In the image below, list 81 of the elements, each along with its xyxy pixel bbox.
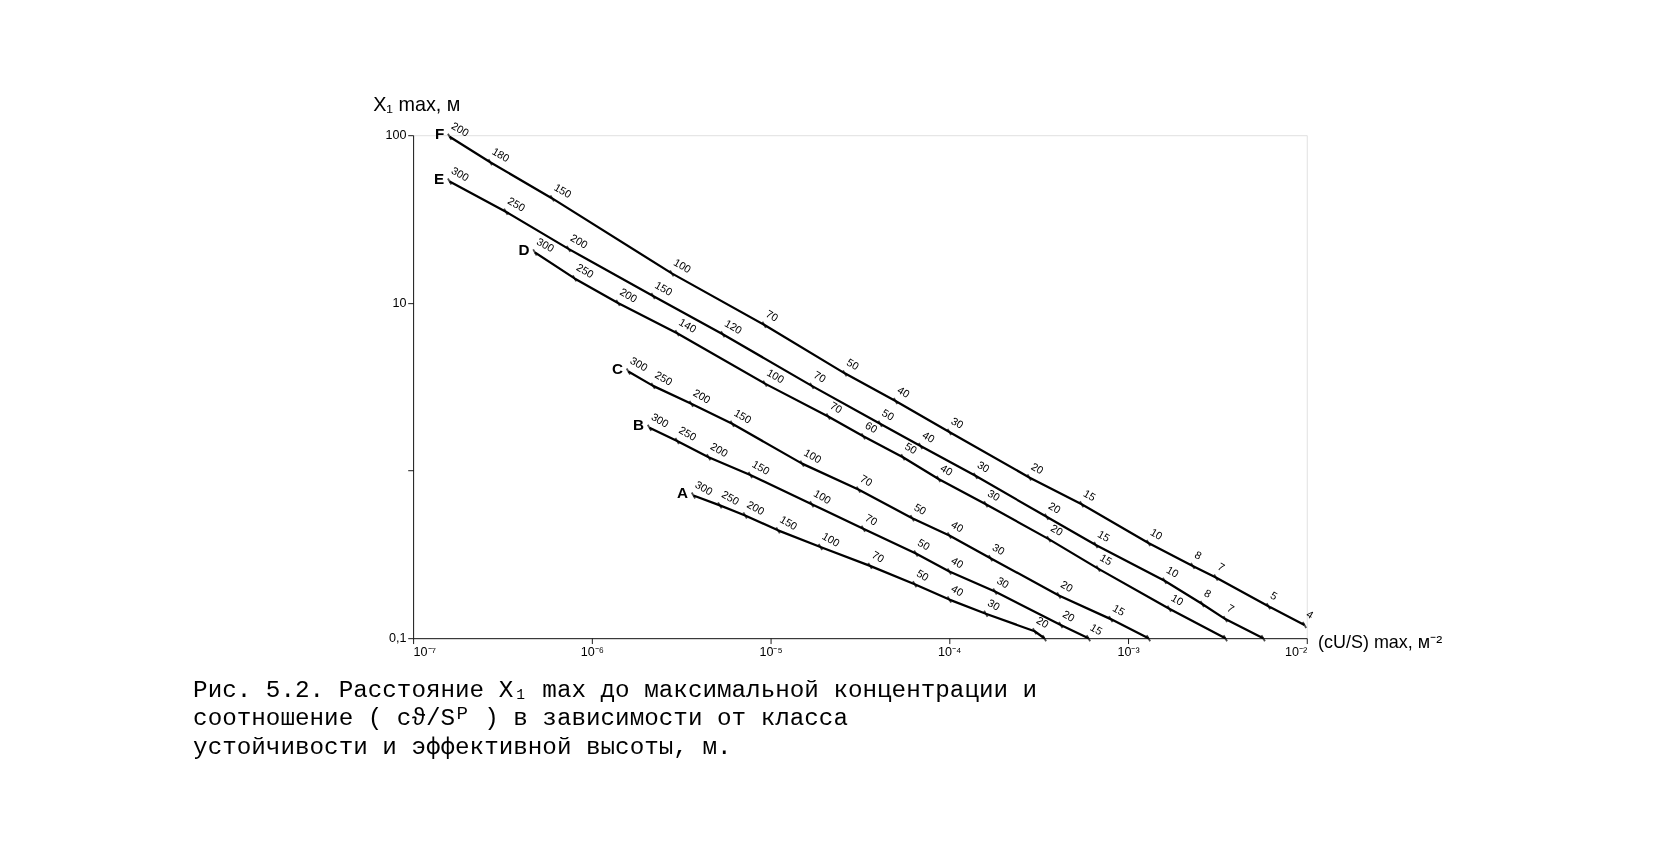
annotation: 200	[691, 386, 713, 406]
annotation: 150	[653, 278, 675, 298]
series-label: B	[633, 416, 645, 434]
annotation: 150	[732, 406, 754, 426]
annotation: 50	[902, 439, 920, 457]
annotation: 10	[1169, 591, 1186, 608]
annotation: 15	[1081, 486, 1098, 504]
annotation: 70	[869, 548, 887, 565]
annotation: 15	[1088, 620, 1105, 638]
annotation: 30	[949, 414, 966, 431]
annotation: 50	[880, 406, 897, 423]
annotation: 10	[1148, 525, 1165, 542]
annotation: 300	[649, 410, 671, 430]
annotation: 100	[820, 529, 842, 549]
annotation: 70	[764, 307, 781, 324]
series-label: E	[434, 170, 445, 188]
annotation: 30	[985, 486, 1003, 504]
text: Рис. 5.2. Расстояние X₁ max до максимальной концентрации и	[193, 676, 1038, 704]
annotation: 4	[1304, 607, 1316, 621]
annotation: 8	[1202, 586, 1214, 600]
annotation: 20	[1058, 577, 1076, 595]
annotation: 200	[745, 497, 767, 518]
annotation: 50	[914, 566, 932, 584]
annotation: 50	[844, 355, 862, 373]
text: устойчивости и эффективной высоты, м.	[193, 734, 732, 762]
annotation: 20	[1046, 499, 1063, 516]
annotation: 30	[985, 596, 1003, 613]
annotation: 140	[677, 315, 699, 336]
annotation: 70	[863, 511, 880, 528]
series-label: F	[434, 125, 445, 143]
annotation: 150	[750, 457, 772, 477]
annotation: 40	[949, 582, 966, 599]
annotation: 30	[975, 458, 992, 475]
y-tick-label: 100	[385, 128, 407, 143]
x-tick-label: 10⁻⁴	[938, 644, 962, 659]
annotation: 30	[994, 574, 1012, 591]
x-tick-label: 10⁻²	[1285, 644, 1308, 659]
annotation: 250	[653, 368, 675, 388]
annotation: 20	[1060, 607, 1078, 624]
x-tick-label: 10⁻⁷	[413, 644, 437, 659]
x-axis-title: (cU/S) max, м⁻²	[1318, 631, 1443, 652]
annotation: 20	[1029, 459, 1046, 477]
y-tick-label: 10	[392, 295, 407, 310]
annotation: 180	[490, 144, 512, 165]
annotation: 7	[1225, 601, 1237, 616]
series-label: A	[677, 484, 689, 502]
annotation: 250	[677, 423, 699, 443]
x-tick-label: 10⁻³	[1117, 644, 1140, 659]
annotation: 300	[628, 354, 650, 374]
y-axis-title: X₁ max, м	[373, 93, 461, 116]
annotation: 100	[802, 446, 824, 466]
series-label: C	[611, 360, 623, 378]
annotation: 50	[915, 536, 933, 553]
series-label: D	[518, 241, 530, 259]
annotation: 50	[912, 500, 929, 518]
annotation: 70	[828, 399, 845, 416]
annotation: 15	[1098, 551, 1115, 568]
annotation: 70	[858, 472, 875, 489]
annotation: 250	[574, 260, 597, 281]
text: соотношение ( cϑ/Sᴾ ) в зависимости от класса	[193, 705, 848, 733]
annotation: 15	[1095, 527, 1113, 544]
annotation: 300	[693, 478, 715, 498]
annotation: 20	[1048, 521, 1066, 539]
annotation: 40	[895, 383, 912, 400]
annotation: 30	[990, 540, 1007, 558]
annotation: 15	[1110, 601, 1128, 619]
annotation: 200	[568, 231, 591, 251]
annotation: 150	[552, 180, 574, 201]
annotation: 20	[1034, 613, 1051, 631]
annotation: 7	[1215, 560, 1228, 574]
annotation: 40	[949, 518, 966, 535]
x-tick-label: 10⁻⁶	[580, 644, 604, 659]
annotation: 40	[949, 554, 966, 571]
annotation: 5	[1268, 588, 1280, 603]
y-tick-label: 0,1	[388, 631, 407, 646]
annotation: 70	[811, 368, 829, 385]
x-tick-label: 10⁻⁵	[759, 644, 783, 659]
annotation: 40	[938, 461, 955, 478]
annotation: 40	[920, 428, 937, 445]
annotation: 10	[1164, 563, 1181, 580]
annotation: 8	[1192, 548, 1204, 562]
